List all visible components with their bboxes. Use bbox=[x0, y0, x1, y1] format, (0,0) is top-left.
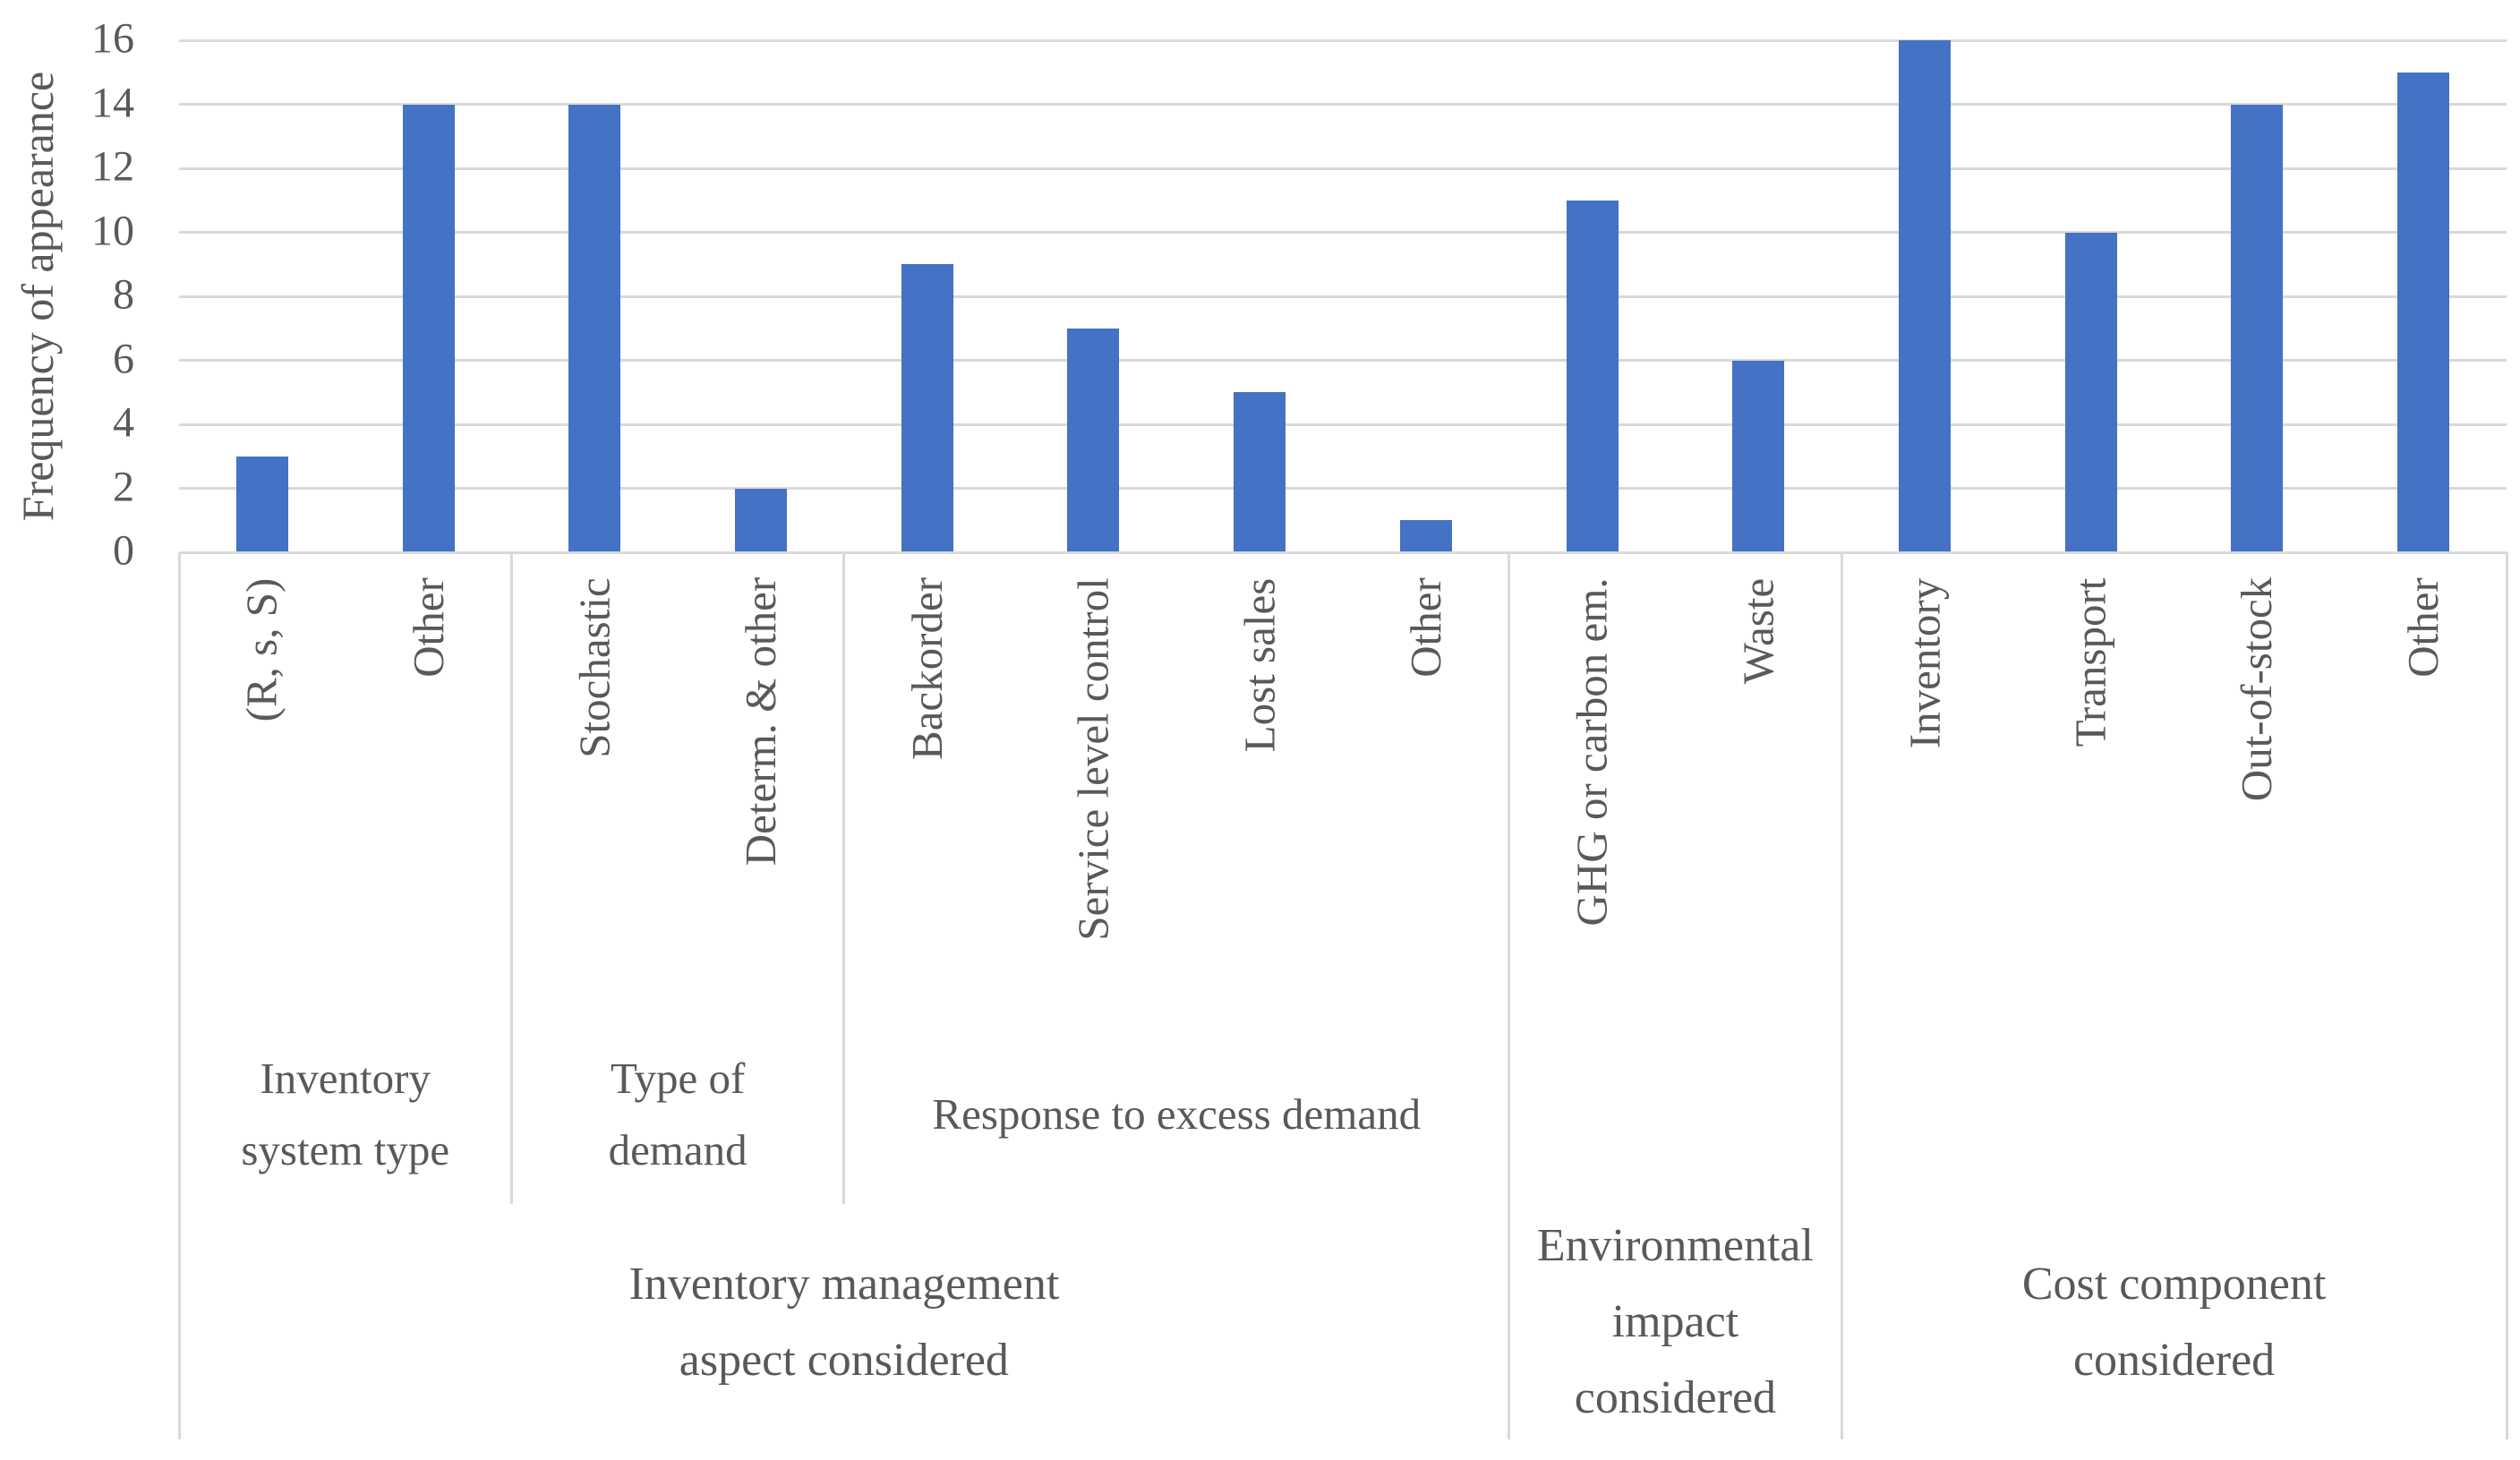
group-label-line: aspect considered bbox=[679, 1334, 1009, 1386]
group-label-cell: Inventory management aspect considered bbox=[179, 1204, 1509, 1439]
category-label: Other bbox=[1400, 577, 1450, 678]
group-label-line: considered bbox=[1574, 1372, 1777, 1423]
y-tick-label: 2 bbox=[113, 462, 134, 510]
y-tick-label: 10 bbox=[91, 206, 134, 254]
subgroup-label-line: Inventory bbox=[260, 1054, 431, 1103]
y-tick-label: 6 bbox=[113, 334, 134, 382]
category-label: Waste bbox=[1733, 577, 1783, 684]
bar-8-other bbox=[1399, 520, 1452, 552]
category-label: GHG or carbon em. bbox=[1567, 576, 1617, 926]
y-tick-label: 12 bbox=[91, 142, 134, 191]
bar-10-waste bbox=[1732, 360, 1785, 552]
category-label: (R, s, S) bbox=[236, 577, 286, 721]
axis-table-border bbox=[509, 552, 513, 1204]
bar-12-transport bbox=[2064, 232, 2117, 552]
gridline bbox=[179, 231, 2507, 234]
axis-table-border bbox=[842, 552, 846, 1204]
group-label-line: considered bbox=[2072, 1334, 2276, 1386]
subgroup-label-line: demand bbox=[608, 1125, 747, 1174]
category-label: Transport bbox=[2065, 577, 2115, 747]
gridline bbox=[179, 295, 2507, 298]
gridline bbox=[179, 38, 2507, 42]
y-tick-label: 16 bbox=[91, 14, 134, 63]
x-axis-line bbox=[179, 551, 2507, 554]
y-tick-label: 0 bbox=[113, 526, 134, 575]
subgroup-label-line: system type bbox=[241, 1125, 450, 1174]
bar-7-lost-sales bbox=[1234, 392, 1286, 552]
group-label-cell: Cost component considered bbox=[1841, 1204, 2507, 1439]
group-label-line: impact bbox=[1611, 1296, 1739, 1347]
category-label: Stochastic bbox=[569, 576, 619, 758]
group-label-line: Cost component bbox=[2021, 1258, 2327, 1310]
category-label: Service level control bbox=[1068, 576, 1118, 941]
bar-5-backorder bbox=[901, 264, 953, 552]
subgroup-label-line: Type of bbox=[610, 1054, 746, 1103]
axis-table-border bbox=[2505, 552, 2508, 1439]
subgroup-label-cell: Type of demand bbox=[511, 1025, 843, 1204]
category-label: Other bbox=[2397, 577, 2447, 678]
subgroup-label-cell: Inventory system type bbox=[179, 1025, 511, 1204]
axis-table-border bbox=[177, 552, 181, 1439]
y-tick-label: 4 bbox=[113, 398, 134, 447]
bar-6-service-level-control bbox=[1067, 328, 1120, 552]
bar-3-stochastic bbox=[568, 104, 621, 552]
category-label: Determ. & other bbox=[736, 576, 786, 867]
axis-table-border bbox=[1840, 552, 1843, 1439]
category-label: Lost sales bbox=[1234, 577, 1284, 752]
group-label-line: Environmental bbox=[1536, 1220, 1814, 1271]
group-label-cell: Environmental impact considered bbox=[1509, 1204, 1841, 1439]
gridline bbox=[179, 359, 2507, 362]
group-label-line: Inventory management bbox=[628, 1258, 1060, 1310]
gridline bbox=[179, 103, 2507, 106]
bar-1--r-s-s- bbox=[235, 456, 288, 552]
bar-2-other bbox=[402, 104, 455, 552]
bar-4-determ-other bbox=[735, 488, 787, 552]
gridline bbox=[179, 423, 2507, 426]
category-label: Out-of-stock bbox=[2232, 576, 2282, 802]
y-tick-label: 14 bbox=[91, 78, 134, 126]
subgroup-label-line: Response to excess demand bbox=[932, 1089, 1422, 1139]
bar-14-other bbox=[2397, 72, 2450, 552]
bar-13-out-of-stock bbox=[2231, 104, 2284, 552]
category-label: Backorder bbox=[901, 576, 952, 761]
category-label: Inventory bbox=[1899, 577, 1949, 748]
bar-11-inventory bbox=[1899, 40, 1951, 552]
axis-table-border bbox=[1508, 552, 1511, 1439]
gridline bbox=[179, 166, 2507, 170]
bar-9-ghg-or-carbon-em- bbox=[1566, 200, 1619, 552]
gridline bbox=[179, 487, 2507, 490]
y-tick-label: 8 bbox=[113, 270, 134, 319]
category-label: Other bbox=[403, 577, 453, 678]
subgroup-label-cell: Response to excess demand bbox=[844, 1025, 1509, 1204]
